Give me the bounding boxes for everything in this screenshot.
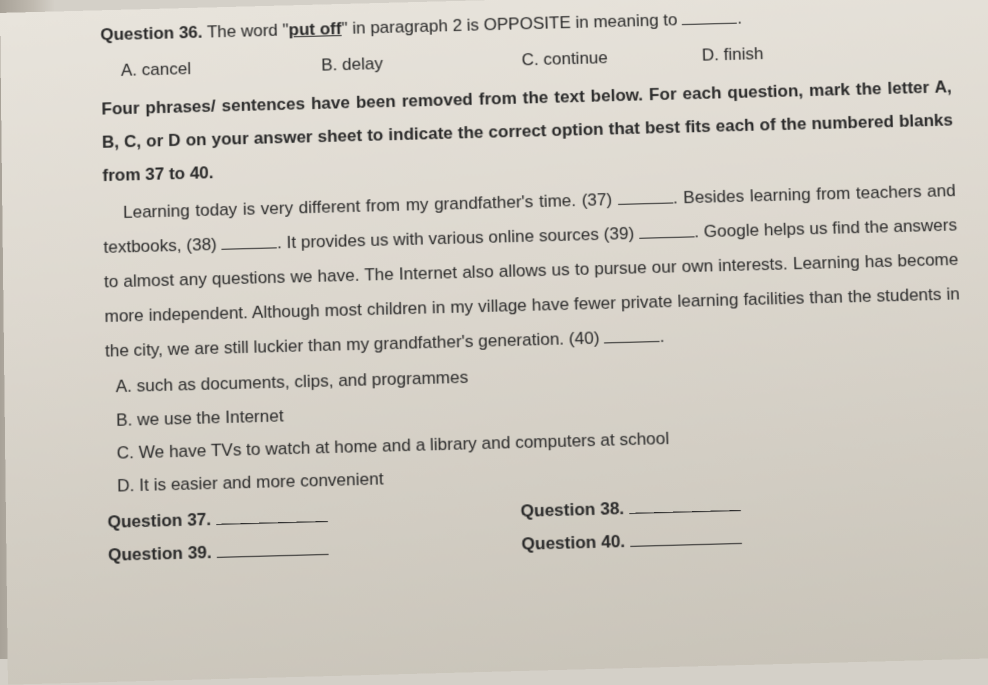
q36-choice-b[interactable]: B. delay — [321, 43, 522, 82]
q40-answer-blank[interactable] — [630, 525, 742, 546]
q36-choice-d[interactable]: D. finish — [701, 35, 822, 72]
passage-part-3: . It provides us with various online sou… — [277, 224, 639, 253]
section-instruction: Four phrases/ sentences have been remove… — [101, 70, 955, 192]
blank-38[interactable] — [221, 231, 277, 251]
q36-keyword: put off — [288, 19, 341, 39]
q40-label: Question 40. — [521, 531, 630, 553]
q36-tail: . — [737, 9, 742, 28]
blank-40[interactable] — [604, 324, 660, 344]
q36-choice-c[interactable]: C. continue — [521, 39, 702, 78]
q36-label: Question 36. — [100, 23, 202, 45]
q36-choice-a[interactable]: A. cancel — [121, 49, 322, 88]
q37-label: Question 37. — [107, 509, 216, 531]
q36-post: " in paragraph 2 is OPPOSITE in meaning … — [341, 10, 682, 38]
blank-39[interactable] — [639, 220, 695, 240]
q36-blank[interactable] — [682, 6, 738, 25]
cloze-options: A. such as documents, clips, and program… — [105, 349, 967, 504]
worksheet-page: Question 36. The word "put off" in parag… — [0, 0, 988, 685]
q36-pre: The word " — [202, 20, 288, 41]
passage-part-5: . — [659, 327, 664, 346]
q37-answer-blank[interactable] — [216, 503, 328, 524]
cloze-passage: Learning today is very different from my… — [103, 174, 962, 369]
q39-answer-blank[interactable] — [216, 536, 328, 557]
q38-label: Question 38. — [520, 498, 629, 520]
passage-part-1: Learning today is very different from my… — [123, 190, 618, 222]
q38-answer-blank[interactable] — [629, 492, 741, 513]
blank-37[interactable] — [617, 186, 673, 205]
q39-label: Question 39. — [108, 542, 217, 564]
